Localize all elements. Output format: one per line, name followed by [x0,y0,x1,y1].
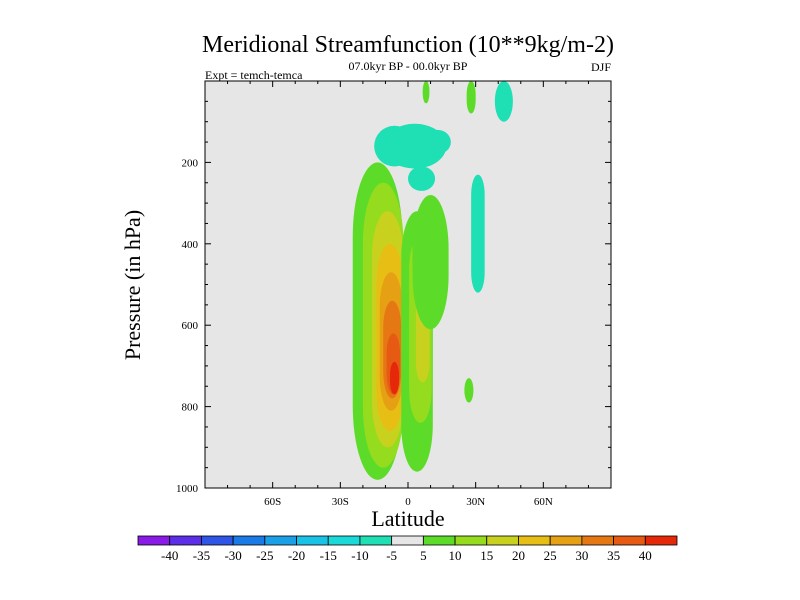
colorbar-label: 35 [607,548,620,563]
contour-region-7 [389,361,399,395]
colorbar-label: -40 [161,548,178,563]
colorbar-box [549,535,583,546]
colorbar-label: 15 [480,548,493,563]
colorbar-label: 5 [420,548,427,563]
colorbar: -40 -35 -30 -25 -20 -15 -10 -5 5 10 15 20 25 30 35 40 [137,535,678,563]
x-axis-label: Latitude [371,506,444,531]
colorbar-box [613,535,646,546]
colorbar-box [518,535,551,546]
y-tick-label: 400 [182,239,199,251]
contour-region-17 [494,81,513,122]
left-string: Expt = temch-temca [205,68,303,82]
right-string: DJF [591,60,611,74]
colorbar-box [264,535,297,546]
axis-ticks: 60S 30S 0 30N 60N 200 400 600 800 1000 [176,81,611,508]
y-tick-label: 200 [182,157,199,169]
y-tick-label: 600 [182,320,199,332]
colorbar-label: -35 [193,548,210,563]
contour-region-15 [408,166,436,191]
colorbar-box [359,535,393,546]
colorbar-box [581,535,614,546]
contour-region-16 [471,174,485,293]
colorbar-box [201,535,234,546]
center-string: 07.0kyr BP - 00.0kyr BP [349,59,468,73]
colorbar-label: -30 [224,548,241,563]
colorbar-label: 10 [449,548,462,563]
colorbar-label: -20 [288,548,305,563]
contour-region-20 [464,378,474,403]
colorbar-label: 20 [512,548,525,563]
y-tick-label: 1000 [176,483,199,495]
x-tick-label: 60N [534,496,553,508]
colorbar-label: 25 [544,548,557,563]
colorbar-box [454,535,488,546]
y-tick-label: 800 [182,402,199,414]
chart-title: Meridional Streamfunction (10**9kg/m-2) [202,32,614,58]
x-tick-label: 30N [466,496,485,508]
contour-fills [352,81,513,480]
x-tick-label: 60S [264,496,281,508]
colorbar-label: -25 [256,548,273,563]
contour-region-11 [412,194,449,330]
colorbar-label: -5 [386,548,397,563]
colorbar-label: -15 [320,548,337,563]
colorbar-box [327,535,361,546]
contour-region-19 [466,81,476,114]
colorbar-label: 30 [575,548,588,563]
y-axis-label: Pressure (in hPa) [120,210,145,360]
colorbar-label: -10 [351,548,368,563]
contour-region-18 [422,81,430,104]
x-tick-label: 0 [405,496,411,508]
colorbar-box [296,535,329,546]
colorbar-box [232,535,266,546]
x-tick-label: 30S [332,496,349,508]
colorbar-box [422,535,456,546]
colorbar-box [169,535,202,546]
colorbar-box [137,535,171,546]
colorbar-box [644,535,678,546]
colorbar-label: 40 [639,548,652,563]
contour-region-14 [423,129,451,155]
colorbar-box [486,535,519,546]
colorbar-box [391,535,424,546]
